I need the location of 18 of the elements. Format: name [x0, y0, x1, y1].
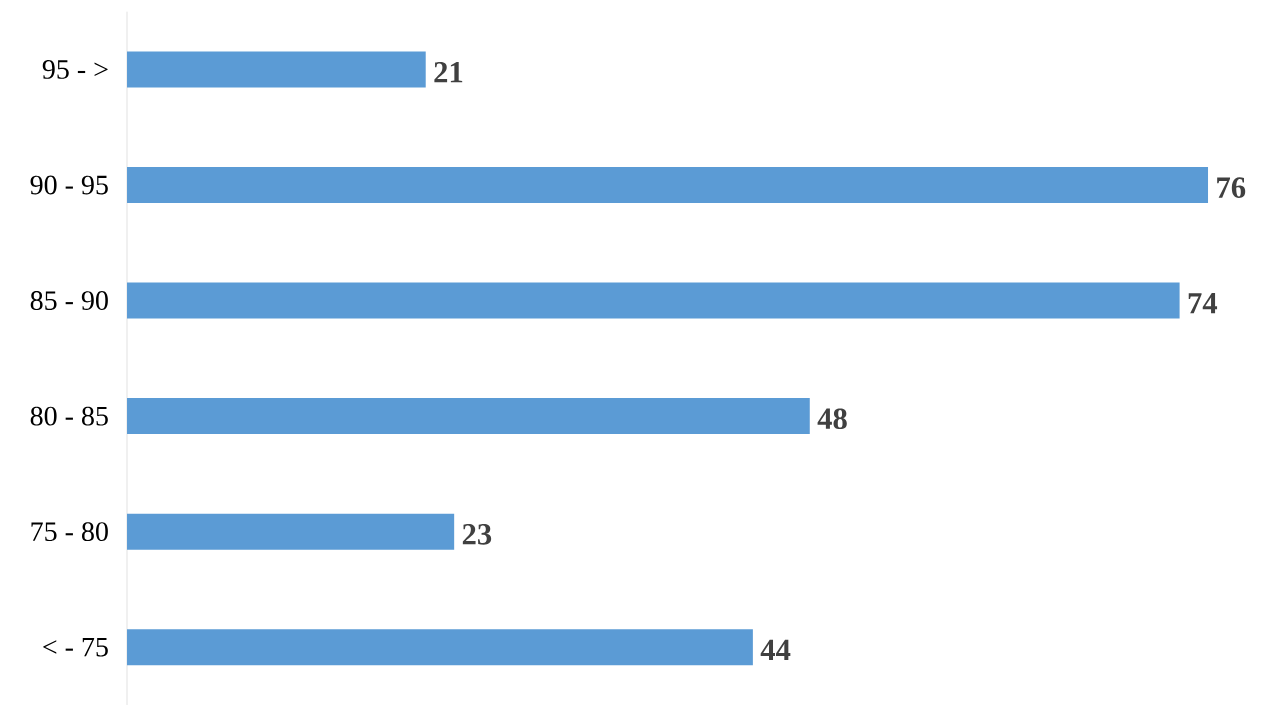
data-label: 74 — [1188, 293, 1218, 314]
bar — [127, 513, 455, 550]
data-label: 76 — [1217, 177, 1246, 198]
y-tick-label: 85 - 90 — [30, 291, 108, 310]
bar — [127, 282, 1180, 319]
bar — [127, 398, 810, 435]
y-tick-label: 90 - 95 — [30, 175, 108, 195]
bar — [127, 167, 1209, 204]
y-tick-label: 80 - 85 — [30, 406, 108, 426]
bar — [127, 629, 753, 666]
data-label: 48 — [817, 408, 847, 430]
y-tick-label: 95 - > — [42, 60, 108, 79]
bar — [127, 51, 426, 88]
data-label: 21 — [434, 61, 463, 83]
y-tick-label: 75 - 80 — [31, 522, 108, 542]
data-label: 44 — [760, 639, 791, 660]
data-label: 23 — [462, 524, 492, 545]
y-tick-label: < - 75 — [43, 637, 108, 657]
